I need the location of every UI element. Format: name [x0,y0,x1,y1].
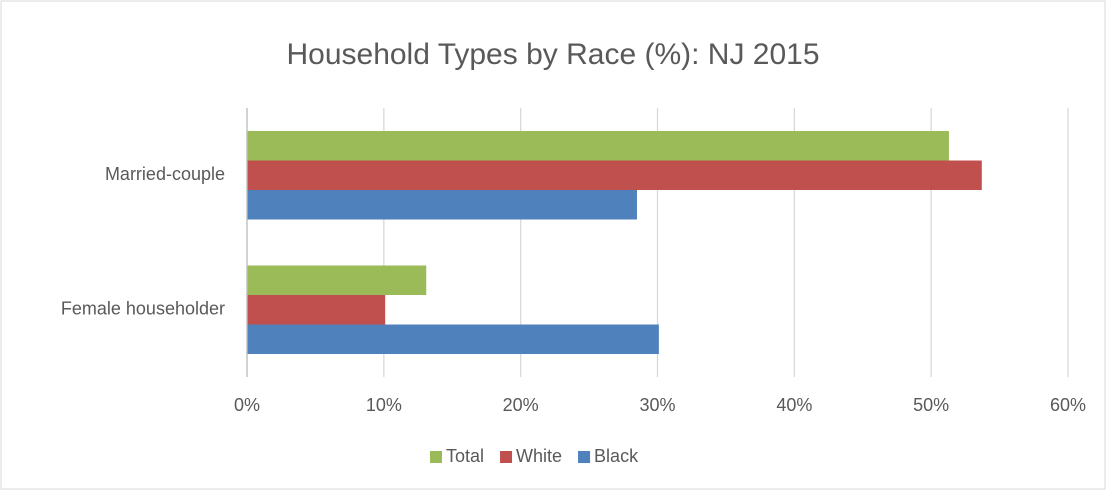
legend-label: White [516,446,562,466]
x-tick-label: 60% [1050,395,1086,415]
bar [247,160,982,190]
x-tick-label: 0% [234,395,260,415]
legend-swatch [578,451,591,463]
bar [247,190,637,220]
x-tick-label: 20% [503,395,539,415]
y-tick-label: Married-couple [105,164,225,184]
bar [247,131,949,161]
x-tick-label: 40% [776,395,812,415]
legend-label: Black [594,446,639,466]
chart-title: Household Types by Race (%): NJ 2015 [286,38,819,71]
x-tick-label: 30% [639,395,675,415]
bar [247,265,427,295]
legend-swatch [500,451,513,463]
y-tick-label: Female householder [61,299,225,319]
legend-swatch [430,451,442,463]
x-tick-label: 50% [913,395,949,415]
bar [247,295,386,325]
x-tick-label: 10% [366,395,402,415]
bar [247,324,659,354]
legend-label: Total [446,446,484,466]
